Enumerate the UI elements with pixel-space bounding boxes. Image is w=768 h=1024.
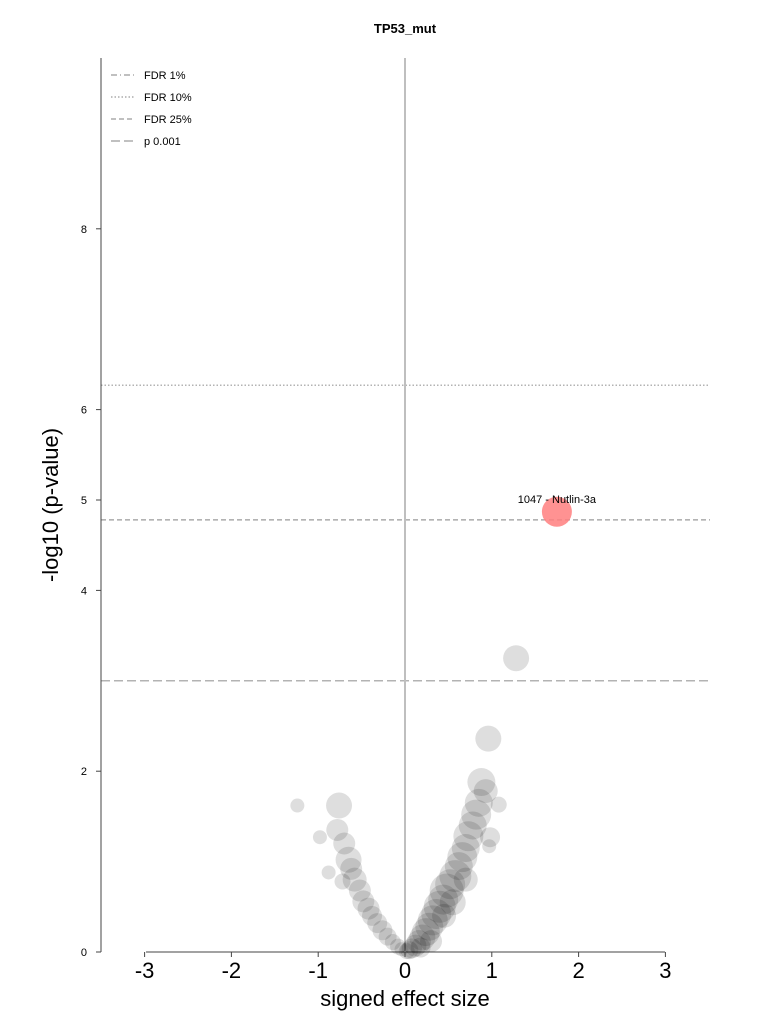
data-point (420, 930, 443, 953)
data-point (342, 867, 367, 892)
data-point (409, 924, 436, 951)
data-point (480, 827, 501, 848)
y-tick-label: 4 (81, 585, 87, 597)
chart-title: TP53_mut (374, 21, 437, 36)
y-tick-label: 8 (81, 224, 87, 236)
data-point (467, 768, 496, 797)
x-tick-label: -1 (308, 958, 328, 983)
y-axis-title: -log10 (p-value) (38, 428, 63, 582)
data-point (335, 846, 362, 873)
x-tick-label: 1 (486, 958, 498, 983)
data-point (421, 899, 452, 930)
data-point (451, 834, 480, 863)
data-point (384, 934, 401, 951)
data-point (326, 792, 353, 819)
data-point (404, 934, 427, 957)
legend-label-0: FDR 1% (144, 70, 186, 82)
data-point (362, 905, 383, 926)
data-point (390, 938, 407, 955)
data-point (348, 879, 371, 902)
x-tick-label: -3 (135, 958, 155, 983)
data-point (453, 821, 484, 852)
data-point (458, 811, 487, 840)
x-tick-label: 2 (572, 958, 584, 983)
legend-label-1: FDR 10% (144, 92, 192, 104)
data-point (473, 779, 498, 804)
data-point (415, 912, 444, 941)
point-label: 1047 - Nutlin-3a (518, 494, 597, 506)
data-point (326, 818, 349, 841)
data-point (432, 903, 457, 928)
data-point (417, 905, 448, 936)
x-tick-label: 0 (399, 958, 411, 983)
data-point (367, 913, 388, 934)
data-point (503, 645, 530, 672)
data-point (453, 867, 478, 892)
data-point (439, 860, 472, 893)
data-point (334, 873, 351, 890)
data-point (461, 799, 492, 830)
y-tick-label: 0 (81, 947, 87, 959)
legend-label-2: FDR 25% (144, 114, 192, 126)
point-labels: 1047 - Nutlin-3a (518, 494, 597, 506)
data-point (394, 942, 409, 957)
highlighted-point (541, 496, 572, 527)
data-point (435, 869, 466, 900)
data-point (352, 890, 375, 913)
data-point (464, 788, 493, 817)
x-tick-label: 3 (659, 958, 671, 983)
data-point (490, 796, 507, 813)
data-point (447, 842, 478, 873)
data-point (482, 839, 497, 854)
y-tick-label: 5 (81, 495, 87, 507)
data-points (290, 496, 572, 960)
data-point (398, 943, 415, 960)
legend-label-3: p 0.001 (144, 136, 181, 148)
legend: FDR 1% FDR 10% FDR 25% p 0.001 (111, 70, 192, 148)
data-point (378, 927, 397, 946)
y-tick-label: 2 (81, 766, 87, 778)
data-point (423, 890, 456, 923)
y-tick-label: 6 (81, 405, 87, 417)
axis-ticks: -3 -2 -1 0 1 2 3 0 2 4 5 6 8 (81, 224, 672, 983)
data-point (312, 830, 327, 845)
data-point (428, 884, 459, 915)
data-point (401, 938, 422, 959)
data-point (372, 920, 393, 941)
x-axis-title: signed effect size (320, 986, 490, 1011)
data-point (410, 937, 431, 958)
x-tick-label: -2 (222, 958, 242, 983)
data-point (321, 865, 336, 880)
data-point (429, 873, 464, 908)
data-point (357, 897, 380, 920)
data-point (333, 832, 356, 855)
data-point (439, 889, 466, 916)
data-point (475, 725, 502, 752)
data-point (340, 857, 363, 880)
data-point (290, 798, 305, 813)
data-point (444, 852, 473, 881)
data-point (406, 930, 431, 955)
data-point (411, 918, 440, 947)
